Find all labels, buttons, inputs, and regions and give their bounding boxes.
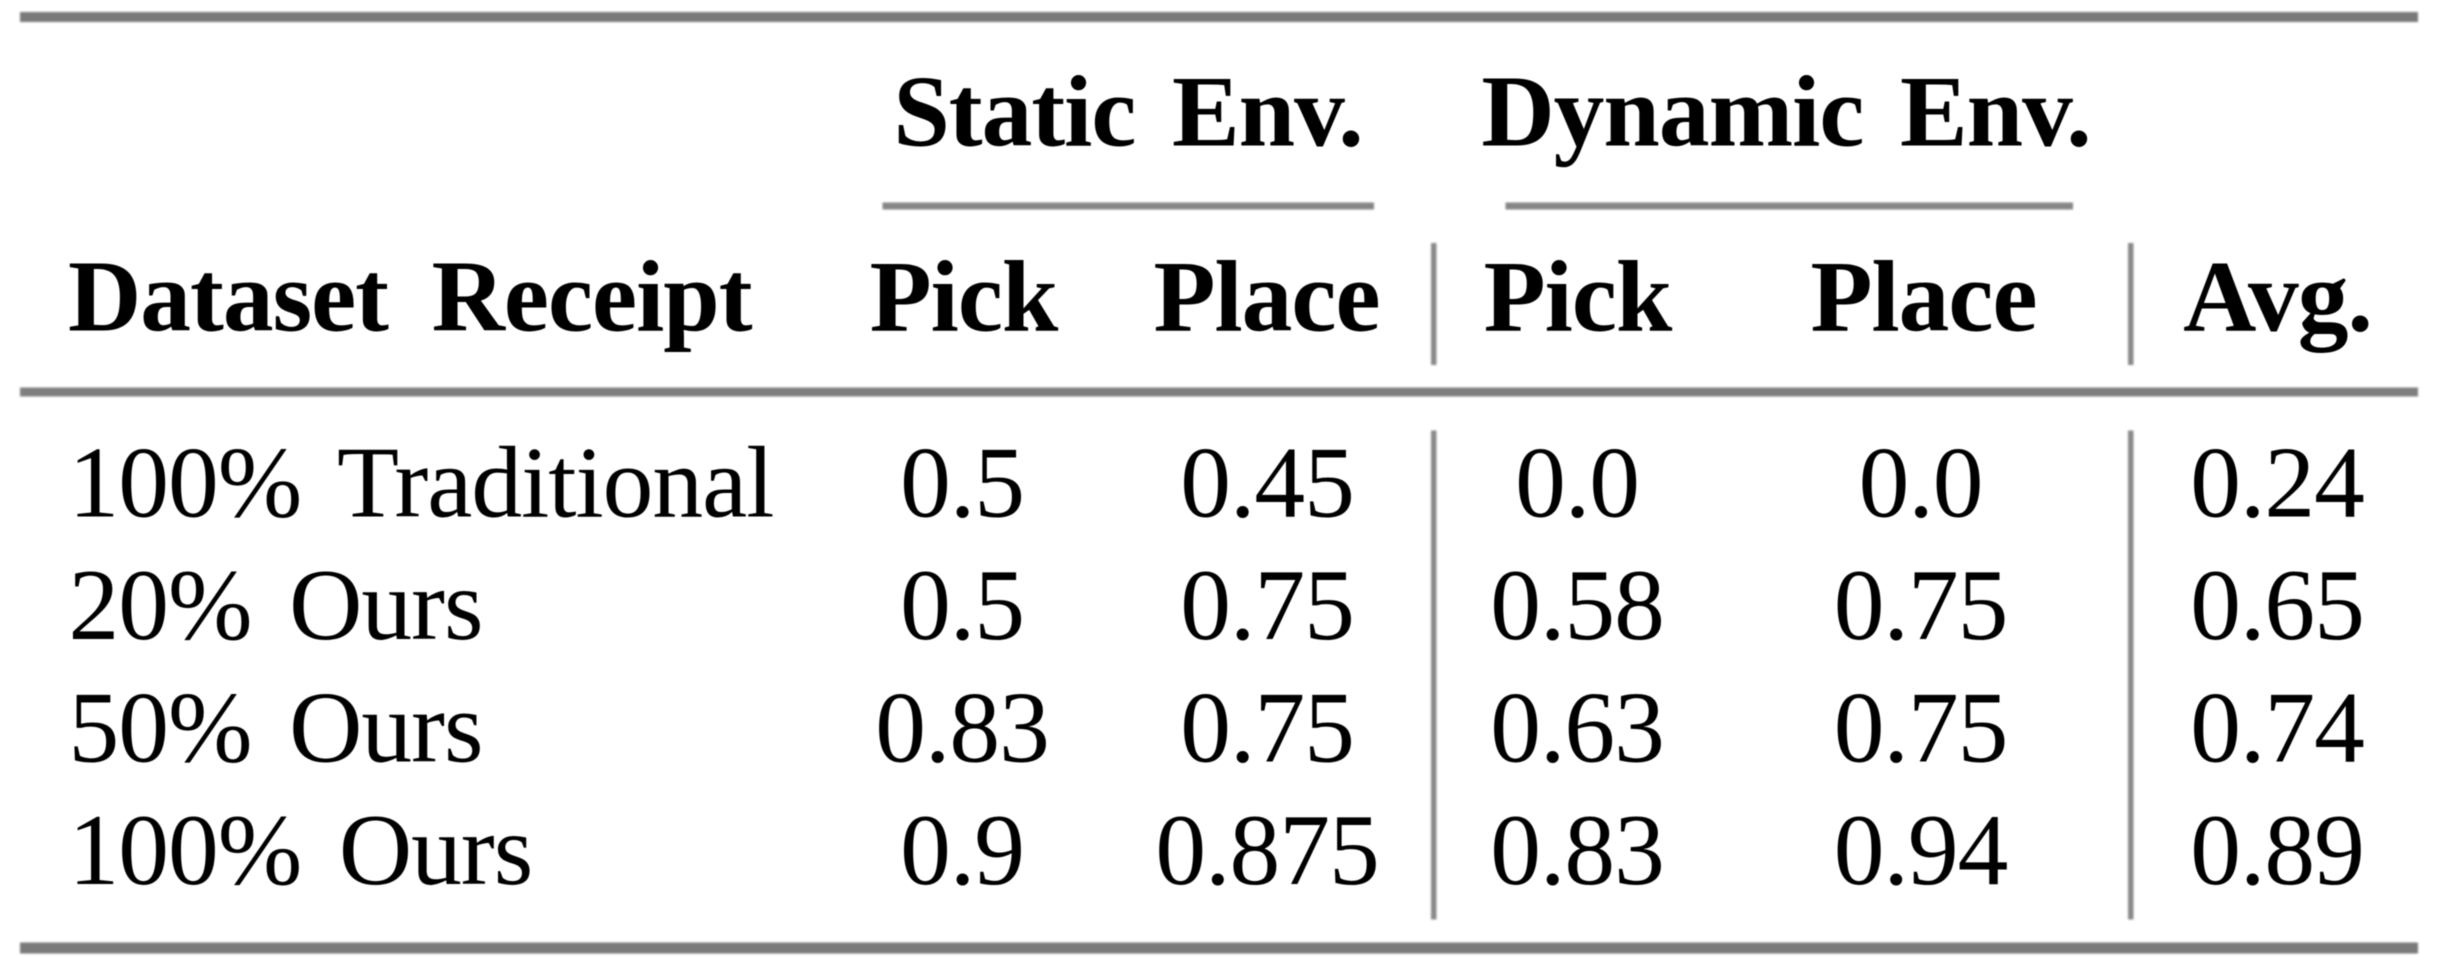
svg-text:0.75: 0.75 <box>1834 549 2008 661</box>
svg-text:0.75: 0.75 <box>1834 672 2008 784</box>
svg-text:0.75: 0.75 <box>1180 672 1354 784</box>
svg-text:0.5: 0.5 <box>900 427 1024 539</box>
svg-text:0.83: 0.83 <box>1490 794 1664 906</box>
svg-text:0.24: 0.24 <box>2190 427 2364 539</box>
svg-text:0.94: 0.94 <box>1834 794 2008 906</box>
svg-text:Avg.: Avg. <box>2183 241 2372 353</box>
svg-text:0.83: 0.83 <box>875 672 1049 784</box>
svg-text:100% Ours: 100% Ours <box>69 794 533 906</box>
svg-text:Place: Place <box>1810 241 2036 353</box>
svg-text:Place: Place <box>1153 241 1379 353</box>
svg-text:0.875: 0.875 <box>1155 794 1378 906</box>
svg-text:0.9: 0.9 <box>900 794 1024 906</box>
svg-text:100% Traditional: 100% Traditional <box>69 427 774 539</box>
svg-text:0.0: 0.0 <box>1859 427 1983 539</box>
svg-text:Dynamic Env.: Dynamic Env. <box>1481 56 2090 168</box>
svg-text:20% Ours: 20% Ours <box>69 549 483 661</box>
svg-text:0.75: 0.75 <box>1180 549 1354 661</box>
svg-text:0.45: 0.45 <box>1180 427 1354 539</box>
svg-text:0.0: 0.0 <box>1515 427 1639 539</box>
svg-text:50% Ours: 50% Ours <box>69 672 483 784</box>
svg-text:Dataset Receipt: Dataset Receipt <box>68 241 753 353</box>
svg-text:0.65: 0.65 <box>2190 549 2364 661</box>
svg-text:0.58: 0.58 <box>1490 549 1664 661</box>
svg-text:Pick: Pick <box>1484 241 1673 353</box>
svg-text:0.89: 0.89 <box>2190 794 2364 906</box>
svg-text:0.63: 0.63 <box>1490 672 1664 784</box>
svg-text:0.5: 0.5 <box>900 549 1024 661</box>
svg-text:Static Env.: Static Env. <box>893 56 1362 168</box>
svg-text:Pick: Pick <box>870 241 1059 353</box>
svg-text:0.74: 0.74 <box>2190 672 2364 784</box>
